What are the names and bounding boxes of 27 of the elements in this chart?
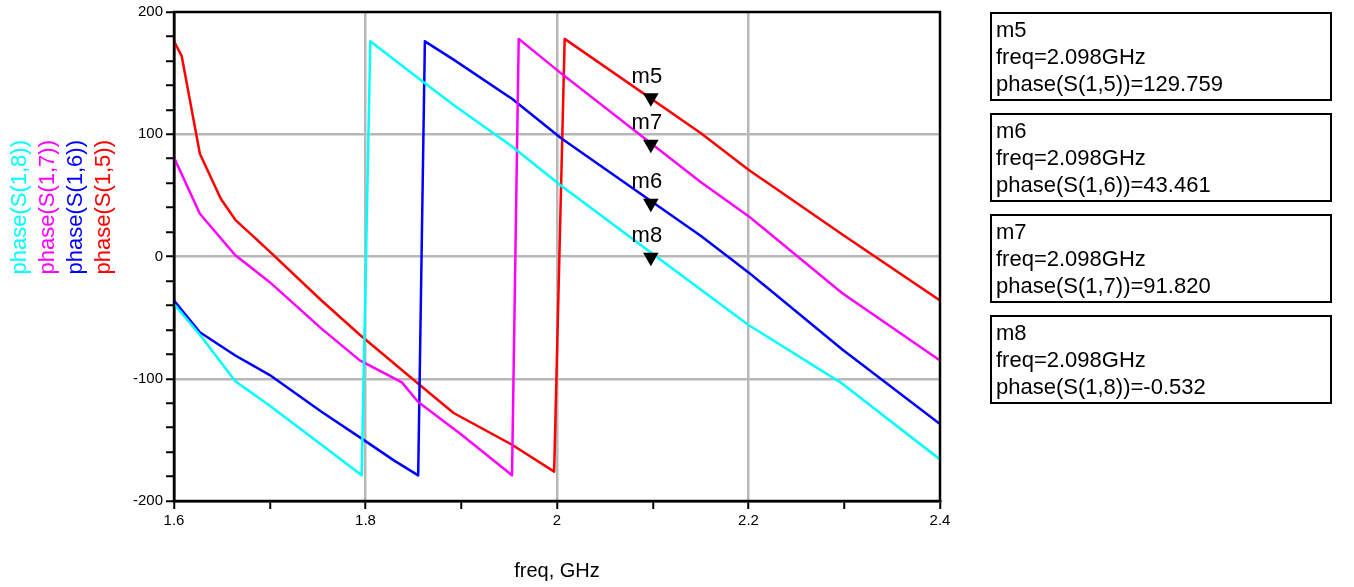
y-tick-label: -100: [132, 368, 164, 386]
data-label: m7: [631, 109, 663, 135]
x-axis-title: freq, GHz: [514, 558, 600, 581]
point: [643, 93, 659, 107]
text: m5 freq=2.098GHz phase(S(1,5))=129.759: [990, 12, 1332, 101]
x-tick-label: 2.4: [929, 511, 951, 529]
data-label: m5: [631, 62, 663, 88]
point: [643, 252, 659, 267]
data-label: m6: [631, 168, 663, 194]
text: phase(S(1,6)): [62, 140, 88, 275]
y-tick-label: 200: [137, 2, 164, 20]
text: m8 freq=2.098GHz phase(S(1,8))=-0.532: [990, 315, 1332, 404]
y-tick-label: 0: [154, 246, 164, 264]
text: m6 freq=2.098GHz phase(S(1,6))=43.461: [990, 113, 1332, 202]
y-tick-label: -200: [132, 491, 164, 509]
data-label: m8: [631, 222, 663, 248]
point: [643, 198, 659, 213]
text: phase(S(1,8)): [6, 140, 32, 275]
x-tick-label: 2.2: [738, 511, 759, 529]
x-tick-label: 1.8: [355, 511, 376, 529]
text: m7 freq=2.098GHz phase(S(1,7))=91.820: [990, 214, 1332, 303]
y-tick-label: 100: [137, 124, 164, 142]
point: [643, 139, 659, 154]
text: phase(S(1,5)): [90, 140, 116, 275]
x-tick-label: 2: [552, 511, 562, 529]
text: phase(S(1,7)): [34, 140, 60, 275]
x-tick-label: 1.6: [163, 511, 185, 529]
